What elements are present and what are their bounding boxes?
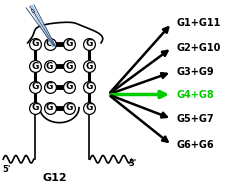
Text: G5+G7: G5+G7	[177, 114, 215, 124]
Text: G: G	[31, 103, 39, 112]
Text: G: G	[46, 39, 53, 48]
Text: G: G	[65, 82, 73, 91]
Polygon shape	[30, 6, 55, 46]
Text: G: G	[65, 62, 73, 71]
Text: G1+G11: G1+G11	[177, 18, 221, 28]
Text: G: G	[85, 62, 92, 71]
Text: G: G	[31, 82, 39, 91]
Text: G: G	[85, 39, 92, 48]
Text: G12: G12	[42, 173, 67, 183]
Text: G4+G8: G4+G8	[177, 90, 215, 99]
Text: G6+G6: G6+G6	[177, 140, 215, 150]
Text: 3': 3'	[129, 159, 137, 168]
Polygon shape	[30, 6, 55, 46]
Text: G3+G9: G3+G9	[177, 67, 215, 77]
Polygon shape	[30, 6, 55, 46]
Polygon shape	[30, 6, 55, 46]
Polygon shape	[30, 6, 55, 46]
Text: G2+G10: G2+G10	[177, 43, 221, 53]
Text: G: G	[85, 103, 92, 112]
Polygon shape	[30, 6, 55, 46]
Text: G: G	[31, 62, 39, 71]
Ellipse shape	[31, 9, 34, 13]
Text: G: G	[46, 62, 53, 71]
Text: G: G	[65, 39, 73, 48]
Polygon shape	[30, 6, 55, 46]
Polygon shape	[30, 6, 55, 46]
Text: G: G	[31, 39, 39, 48]
Text: G: G	[65, 103, 73, 112]
Text: G: G	[46, 103, 53, 112]
Text: G: G	[46, 82, 53, 91]
Text: G: G	[85, 82, 92, 91]
Text: 5': 5'	[3, 165, 11, 174]
